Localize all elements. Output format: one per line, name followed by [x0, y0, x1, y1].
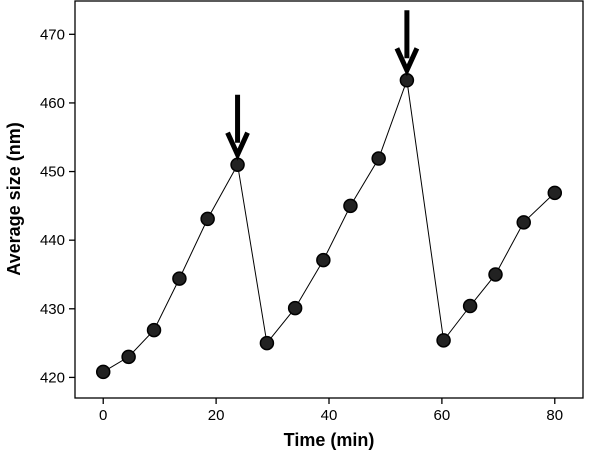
y-axis: 420 430 440 450 460 470: [40, 26, 75, 386]
data-point: [287, 300, 303, 316]
y-axis-label: Average size (nm): [4, 122, 24, 275]
data-point: [95, 364, 111, 380]
data-point: [488, 267, 503, 282]
data-point: [516, 215, 531, 230]
data-point: [436, 333, 451, 348]
data-point: [121, 349, 136, 365]
data-point: [172, 271, 187, 286]
x-axis-label: Time (min): [284, 430, 375, 450]
arrow-annotation: [394, 10, 420, 77]
x-axis: 0 20 40 60 80: [99, 398, 563, 424]
annotation-arrows: [225, 10, 420, 161]
x-tick-label: 80: [546, 407, 563, 424]
y-tick-label: 440: [40, 232, 65, 249]
x-tick-label: 20: [208, 407, 225, 424]
y-tick-label: 420: [40, 369, 65, 386]
data-point: [200, 211, 215, 227]
data-point: [259, 335, 275, 351]
plot-frame: [74, 0, 584, 399]
y-tick-label: 460: [40, 95, 65, 112]
series-line: [102, 80, 556, 373]
data-point: [343, 198, 358, 214]
data-point: [371, 151, 386, 166]
data-point: [547, 185, 563, 201]
data-points: [95, 73, 563, 380]
y-tick-label: 430: [40, 301, 65, 318]
y-tick-label: 450: [40, 164, 65, 181]
data-point: [146, 322, 162, 338]
y-tick-label: 470: [40, 26, 65, 43]
x-tick-label: 60: [434, 407, 451, 424]
data-point: [316, 252, 331, 268]
x-tick-label: 40: [321, 407, 338, 424]
data-point: [462, 298, 478, 314]
arrow-annotation: [225, 94, 250, 161]
x-tick-label: 0: [99, 407, 107, 424]
